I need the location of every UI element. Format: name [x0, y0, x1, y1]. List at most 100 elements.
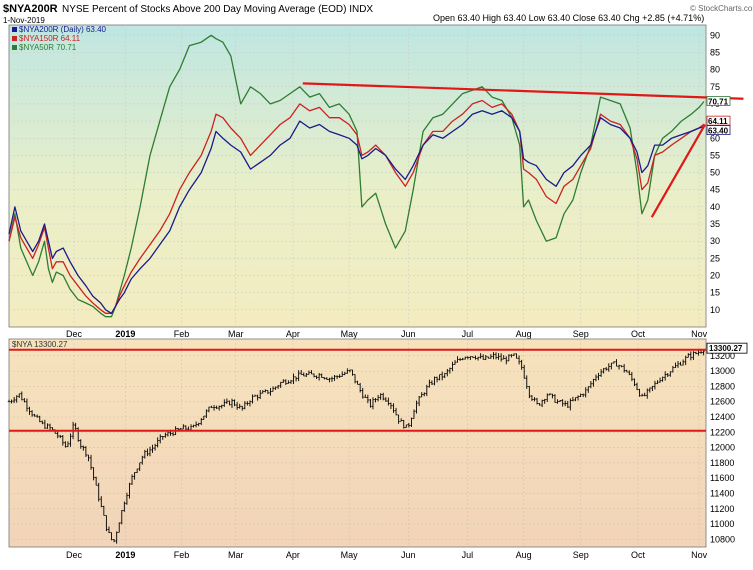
ohlc-bar	[38, 415, 42, 423]
top-x-tick-3: Mar	[228, 329, 244, 339]
ohlc-bar	[371, 397, 375, 410]
ohlc-bar	[517, 355, 521, 365]
ohlc-bar	[535, 397, 539, 405]
legend-swatch-1	[12, 36, 17, 41]
ohlc-bar	[35, 414, 39, 418]
ohlc-bar	[315, 375, 318, 380]
ohlc-bar	[125, 492, 129, 505]
bottom-y-tick-9: 12600	[710, 397, 735, 407]
ohlc-bar	[628, 370, 631, 376]
ohlc-bar	[461, 357, 464, 361]
ohlc-bar	[638, 388, 641, 397]
ohlc-bar	[374, 398, 377, 403]
ohlc-bar	[602, 367, 605, 374]
top-y-tick-14: 80	[710, 65, 720, 75]
ohlc-bar	[66, 441, 70, 448]
top-y-tick-0: 10	[710, 305, 720, 315]
top-y-tick-6: 40	[710, 202, 720, 212]
ohlc-bar	[440, 371, 444, 381]
bottom-x-tick-7: Jul	[462, 550, 474, 560]
ohlc-bar	[674, 362, 677, 369]
ohlc-bar	[522, 364, 526, 379]
ohlc-bar	[561, 399, 564, 407]
top-y-tick-2: 20	[710, 271, 720, 281]
ohlc-bar	[284, 379, 288, 386]
ohlc-bar	[684, 355, 687, 366]
ohlc-bar	[456, 356, 459, 363]
ohlc-bar	[528, 385, 531, 399]
top-y-tick-7: 45	[710, 185, 720, 195]
ohlc-bar	[499, 353, 503, 362]
bottom-y-tick-4: 11600	[710, 473, 734, 483]
ohlc-bar	[645, 388, 649, 399]
ohlc-bar	[261, 390, 265, 394]
ohlc-bar	[33, 413, 36, 417]
ohlc-bar	[123, 501, 126, 512]
top-y-tick-9: 55	[710, 150, 720, 160]
ohlc-bar	[146, 448, 149, 457]
nya-last-text: 13300.27	[709, 344, 743, 353]
ohlc-bar	[135, 468, 139, 474]
top-x-tick-0: Dec	[66, 329, 83, 339]
ohlc-bar	[202, 415, 206, 420]
ohlc-bar	[681, 359, 685, 366]
ohlc-bar	[335, 375, 339, 380]
last-label-box-1	[706, 115, 731, 126]
ohlc-bar	[228, 400, 231, 406]
ohlc-bar	[581, 393, 585, 398]
ohlc-bar	[438, 374, 441, 381]
legend-label-0: $NYA200R (Daily) 63.40	[19, 25, 107, 34]
bottom-x-tick-1: 2019	[115, 550, 135, 560]
bottom-y-tick-2: 11200	[710, 504, 734, 514]
top-y-tick-8: 50	[710, 168, 720, 178]
ohlc-bar	[253, 394, 257, 397]
bottom-y-tick-0: 10800	[710, 534, 735, 544]
ohlc-bar	[225, 398, 229, 404]
top-gridlines	[9, 25, 706, 327]
ohlc-bar	[474, 355, 477, 360]
series-nya150r-line	[8, 99, 705, 314]
ohlc-bar	[389, 402, 393, 409]
ohlc-bar	[322, 377, 326, 380]
ohlc-bar	[99, 496, 103, 508]
top-x-tick-4: Apr	[286, 329, 300, 339]
ohlc-bar	[387, 397, 390, 406]
ohlc-bar	[484, 355, 488, 361]
ohlc-bar	[199, 418, 203, 426]
ohlc-bar	[215, 405, 218, 410]
ohlc-bar	[197, 422, 200, 427]
ohlc-bar	[181, 424, 185, 430]
ohlc-bar	[551, 393, 554, 399]
bottom-y-axis: 10800 11000 11200 11400 11600 11800 12000 12200…	[710, 351, 735, 545]
ohlc-bar	[502, 355, 506, 360]
ohlc-bar	[494, 352, 498, 360]
brand-label: © StockCharts.com	[690, 4, 753, 13]
ohlc-bar	[402, 419, 406, 429]
top-x-tick-6: Jun	[401, 329, 416, 339]
chart-description: NYSE Percent of Stocks Above 200 Day Mov…	[62, 4, 373, 15]
ohlc-bar	[238, 403, 241, 409]
ohlc-bar	[264, 389, 267, 393]
ohlc-bar	[158, 434, 162, 444]
bottom-y-tick-11: 13000	[710, 366, 735, 376]
ohlc-bar	[240, 405, 244, 411]
top-y-tick-16: 90	[710, 30, 720, 40]
ohlc-bar	[82, 445, 85, 451]
ohlc-bar	[97, 482, 101, 502]
last-label-2: 63.40	[708, 127, 729, 136]
ohlc-bar	[412, 409, 416, 419]
ohlc-bar	[384, 397, 388, 402]
ohlc-bar	[115, 531, 118, 544]
top-x-tick-7: Jul	[462, 329, 474, 339]
ohlc-bar	[12, 396, 16, 404]
legend-swatch-0	[12, 27, 17, 32]
ohlc-bar	[443, 372, 447, 379]
ohlc-bar	[463, 356, 467, 360]
ohlc-bar	[133, 472, 136, 480]
ohlc-bar	[353, 373, 357, 384]
ohlc-bar	[643, 392, 646, 397]
ohlc-bar	[233, 399, 236, 407]
ohlc-bar	[171, 432, 175, 437]
